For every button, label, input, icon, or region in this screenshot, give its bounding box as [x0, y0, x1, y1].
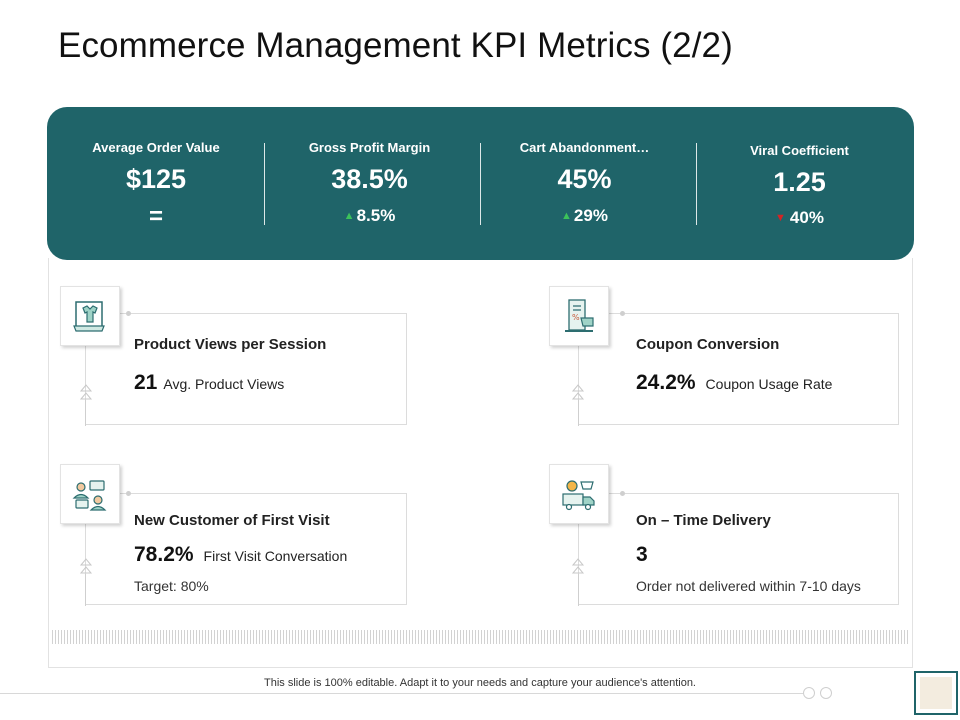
card-body [85, 493, 407, 605]
customer-chat-icon [72, 480, 107, 511]
shopping-clothes-icon [73, 301, 105, 332]
kpi-label: Average Order Value [92, 140, 220, 155]
connector-dot [126, 311, 131, 316]
kpi-average-order-value: Average Order Value $125 = [67, 107, 245, 260]
connector-dot [126, 491, 131, 496]
kpi-change: = [148, 203, 163, 230]
card-value: 78.2% [134, 543, 194, 566]
triangle-up-icon: ▲ [343, 210, 355, 222]
card-note: Target: 80% [134, 578, 209, 594]
card-subtext: Avg. Product Views [163, 376, 285, 392]
kpi-cart-abandonment: Cart Abandonment… 45% ▲ 29% [497, 107, 672, 260]
coupon-icon: % [565, 299, 594, 332]
nav-dot-icon [803, 687, 815, 699]
footer-text: This slide is 100% editable. Adapt it to… [264, 677, 696, 689]
card-body [578, 493, 899, 605]
card-title: On – Time Delivery [636, 512, 771, 529]
kpi-value: $125 [125, 164, 187, 194]
kpi-label: Gross Profit Margin [308, 140, 431, 155]
card-title: Product Views per Session [134, 336, 327, 353]
kpi-divider [480, 143, 481, 225]
card-value: 3 [636, 543, 648, 566]
kpi-value: 1.25 [773, 167, 826, 197]
card-value: 24.2% [636, 371, 696, 394]
kpi-change-row: ▼ 40% [712, 208, 887, 228]
chevron-up-icon [571, 384, 585, 400]
footer-divider [0, 693, 805, 694]
nav-dot-icon [820, 687, 832, 699]
card-metric: 21 Avg. Product Views [134, 371, 284, 395]
chevron-up-icon [571, 558, 585, 574]
connector-stem [578, 400, 579, 426]
content-frame [48, 258, 913, 668]
card-value: 21 [134, 371, 158, 394]
hatch-strip [52, 630, 910, 644]
card-metric: 78.2% First Visit Conversation [134, 543, 347, 567]
kpi-divider [264, 143, 265, 225]
page-title: Ecommerce Management KPI Metrics (2/2) [58, 26, 733, 65]
chevron-up-icon [79, 384, 93, 400]
kpi-label: Cart Abandonment… [519, 140, 650, 155]
card-subtext: First Visit Conversation [203, 548, 348, 564]
kpi-change: 29% [573, 206, 608, 225]
icon-box [60, 286, 120, 346]
card-metric: 3 [636, 543, 648, 567]
kpi-viral-coefficient: Viral Coefficient 1.25 ▼ 40% [712, 107, 887, 260]
corner-thumbnail [914, 671, 958, 715]
kpi-gross-profit-margin: Gross Profit Margin 38.5% ▲ 8.5% [282, 107, 457, 260]
triangle-up-icon: ▲ [561, 210, 572, 222]
icon-box: % [549, 286, 609, 346]
card-title: Coupon Conversion [636, 336, 780, 353]
connector-stem [85, 574, 86, 606]
connector-dot [620, 311, 625, 316]
delivery-truck-icon [562, 480, 595, 511]
card-subtext: Coupon Usage Rate [705, 376, 833, 392]
kpi-change: 8.5% [356, 206, 396, 225]
card-body [85, 313, 407, 425]
card-note: Order not delivered within 7-10 days [636, 578, 861, 594]
connector-dot [620, 491, 625, 496]
icon-box [60, 464, 120, 524]
kpi-value: 38.5% [331, 164, 408, 194]
kpi-divider [696, 143, 697, 225]
kpi-panel: Average Order Value $125 = Gross Profit … [47, 107, 914, 260]
kpi-label: Viral Coefficient [750, 143, 849, 158]
card-body [578, 313, 899, 425]
chevron-up-icon [79, 558, 93, 574]
connector-stem [578, 574, 579, 606]
triangle-down-icon: ▼ [775, 212, 786, 224]
svg-text:%: % [572, 313, 580, 322]
kpi-change-row: ▲ 29% [497, 206, 672, 226]
kpi-change-row: ▲ 8.5% [282, 206, 457, 226]
card-metric: 24.2% Coupon Usage Rate [636, 371, 832, 395]
icon-box [549, 464, 609, 524]
connector-stem [85, 400, 86, 426]
card-title: New Customer of First Visit [134, 512, 330, 529]
kpi-change: 40% [789, 208, 824, 227]
kpi-value: 45% [557, 164, 612, 194]
